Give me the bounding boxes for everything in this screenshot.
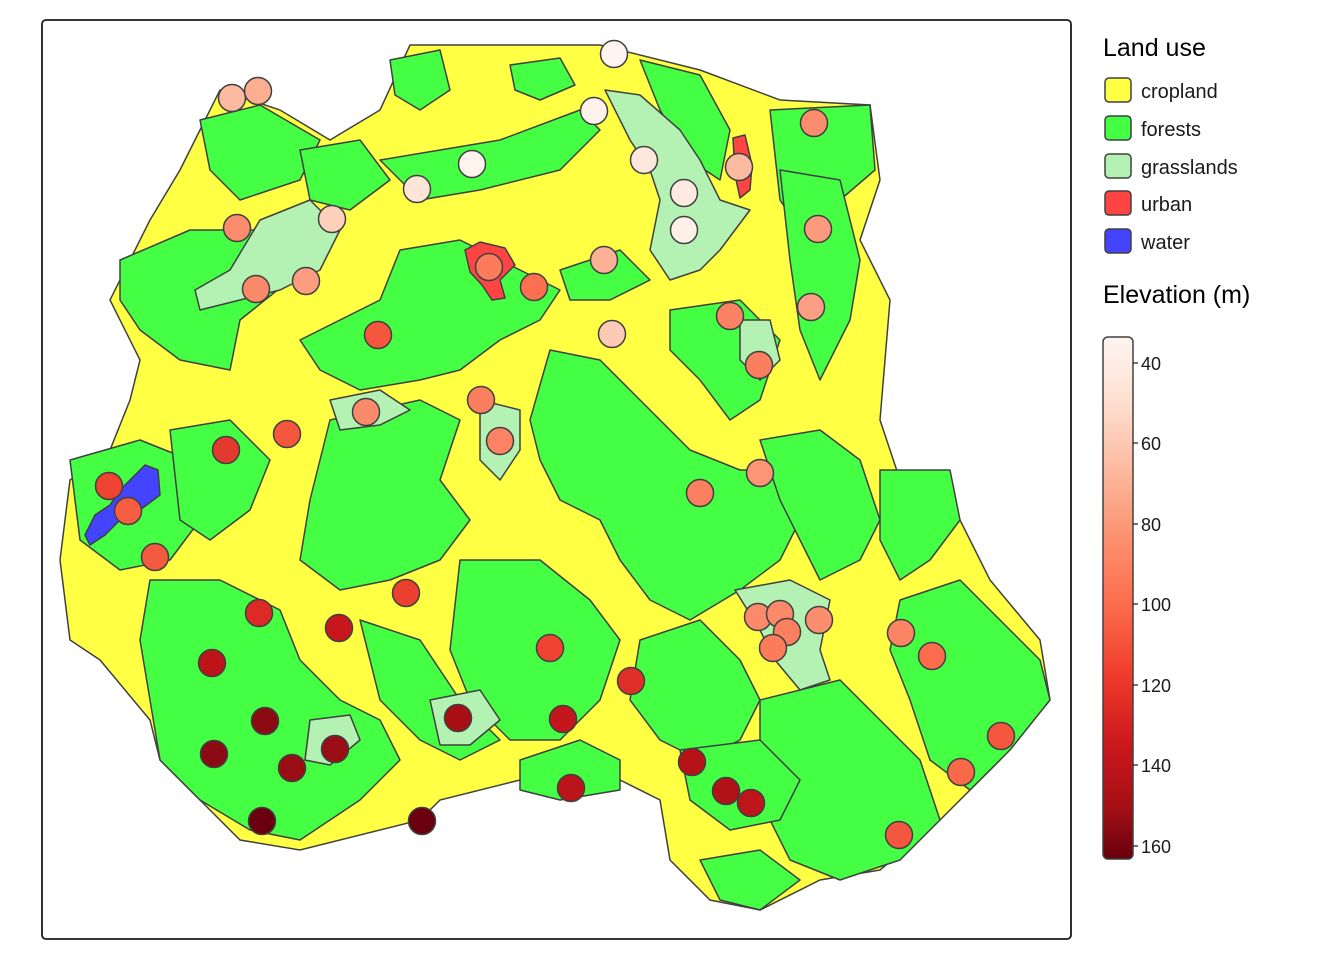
elevation-point <box>474 252 504 282</box>
elevation-point <box>986 721 1016 751</box>
forest-patch <box>629 619 761 761</box>
elevation-point <box>199 739 229 769</box>
elevation-point <box>736 788 766 818</box>
elevation-point <box>222 213 252 243</box>
elevation-point <box>669 215 699 245</box>
elevation-point <box>556 773 586 803</box>
elevation-point <box>243 76 273 106</box>
elevation-point <box>597 319 627 349</box>
elevation-points <box>94 39 1016 850</box>
elevation-point <box>320 734 350 764</box>
elevation-point <box>669 178 699 208</box>
elevation-point <box>211 435 241 465</box>
elevation-point <box>745 458 775 488</box>
elevation-point <box>457 149 487 179</box>
water-swatch <box>1104 228 1132 254</box>
elevation-point <box>758 633 788 663</box>
elevation-point <box>946 757 976 787</box>
elevation-point <box>724 152 754 182</box>
elevation-point <box>466 385 496 415</box>
elevation-tick-label: 80 <box>1141 515 1161 535</box>
elevation-point <box>277 753 307 783</box>
forest-patch <box>879 469 961 581</box>
elevation-point <box>629 145 659 175</box>
forest-patch <box>679 739 801 831</box>
elevation-point <box>217 83 247 113</box>
forest-patch <box>759 429 881 581</box>
elevation-point <box>799 108 829 138</box>
forest-patch <box>509 57 576 101</box>
forest-patch <box>639 59 731 181</box>
forest-patch <box>379 109 601 201</box>
elevation-point <box>744 350 774 380</box>
elevation-point <box>548 704 578 734</box>
elevation-point <box>140 542 170 572</box>
elevation-point <box>391 578 421 608</box>
elevation-point <box>363 320 393 350</box>
elevation-point <box>589 245 619 275</box>
elevation-point <box>804 605 834 635</box>
forest-patch <box>389 49 451 111</box>
forest-patch <box>299 139 391 211</box>
elevation-tick-label: 100 <box>1141 595 1171 615</box>
elevation-point <box>291 266 321 296</box>
elevation-point <box>247 806 277 836</box>
elevation-tick-label: 120 <box>1141 676 1171 696</box>
elevation-point <box>407 806 437 836</box>
elevation-point <box>485 426 515 456</box>
elevation-point <box>272 419 302 449</box>
elevation-legend-title: Elevation (m) <box>1103 281 1250 309</box>
urban-label: urban <box>1141 194 1192 216</box>
land-use-legend: Land use cropland forests grasslands urb… <box>1103 34 1238 254</box>
elevation-point <box>803 214 833 244</box>
forest-patch <box>169 419 271 541</box>
forests-label: forests <box>1141 119 1201 141</box>
elevation-point <box>677 747 707 777</box>
elevation-point <box>519 272 549 302</box>
elevation-tick-label: 140 <box>1141 756 1171 776</box>
forest-patch <box>779 169 861 381</box>
elevation-colorbar <box>1102 336 1134 860</box>
forests-swatch <box>1104 115 1132 141</box>
elevation-point <box>197 648 227 678</box>
elevation-tick-label: 160 <box>1141 837 1171 857</box>
forest-patch <box>519 739 621 801</box>
elevation-point <box>535 633 565 663</box>
elevation-point <box>324 613 354 643</box>
water-label: water <box>1140 232 1190 254</box>
elevation-point <box>443 703 473 733</box>
elevation-point <box>711 776 741 806</box>
elevation-point <box>884 820 914 850</box>
elevation-point <box>796 292 826 322</box>
grasslands-swatch <box>1104 153 1132 179</box>
land-use-legend-title: Land use <box>1103 34 1206 62</box>
elevation-point <box>616 666 646 696</box>
elevation-point <box>250 706 280 736</box>
elevation-legend: Elevation (m) 40 60 80 100 120 140 160 <box>1102 281 1250 860</box>
cropland-label: cropland <box>1141 81 1218 103</box>
forest-patch <box>699 849 801 911</box>
elevation-point <box>715 301 745 331</box>
elevation-point <box>113 496 143 526</box>
elevation-point <box>241 274 271 304</box>
elevation-point <box>317 204 347 234</box>
elevation-point <box>917 641 947 671</box>
forest-patch <box>449 559 621 741</box>
forest-patch <box>299 399 471 591</box>
elevation-point <box>244 598 274 628</box>
elevation-point <box>402 174 432 204</box>
elevation-point <box>351 397 381 427</box>
elevation-tick-label: 60 <box>1141 434 1161 454</box>
elevation-point <box>886 618 916 648</box>
elevation-point <box>94 471 124 501</box>
elevation-tick-label: 40 <box>1141 354 1161 374</box>
urban-swatch <box>1104 190 1132 216</box>
elevation-point <box>685 478 715 508</box>
elevation-point <box>579 96 609 126</box>
forest-areas <box>69 49 1051 911</box>
cropland-swatch <box>1104 77 1132 103</box>
grasslands-label: grasslands <box>1141 157 1238 179</box>
elevation-point <box>599 39 629 69</box>
